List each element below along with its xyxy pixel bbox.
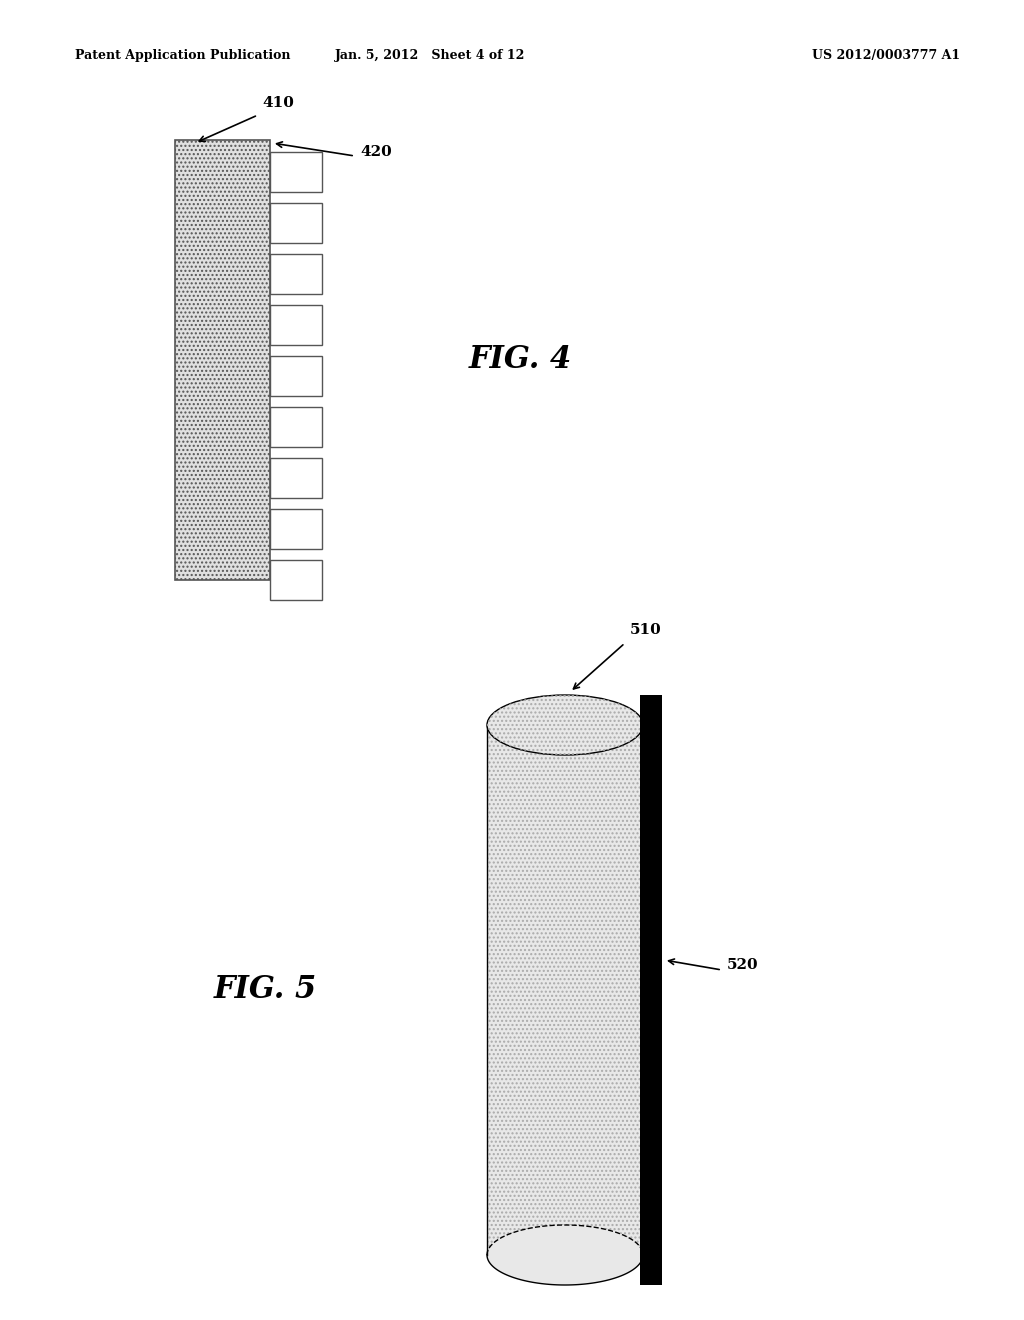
Bar bbox=[640, 696, 662, 1284]
Bar bbox=[270, 203, 322, 243]
Text: 410: 410 bbox=[262, 96, 294, 110]
Text: Patent Application Publication: Patent Application Publication bbox=[75, 49, 291, 62]
Text: 420: 420 bbox=[360, 145, 392, 158]
Text: FIG. 4: FIG. 4 bbox=[468, 345, 571, 375]
Bar bbox=[487, 725, 643, 1255]
Bar bbox=[270, 560, 322, 601]
Bar bbox=[270, 356, 322, 396]
Bar bbox=[487, 725, 643, 1255]
Bar bbox=[270, 152, 322, 191]
Ellipse shape bbox=[487, 1225, 643, 1284]
Text: 520: 520 bbox=[727, 958, 759, 972]
Bar bbox=[175, 140, 270, 579]
Text: Jan. 5, 2012   Sheet 4 of 12: Jan. 5, 2012 Sheet 4 of 12 bbox=[335, 49, 525, 62]
Bar bbox=[270, 253, 322, 294]
Text: FIG. 5: FIG. 5 bbox=[213, 974, 316, 1006]
Bar bbox=[270, 407, 322, 447]
Ellipse shape bbox=[487, 696, 643, 755]
Text: US 2012/0003777 A1: US 2012/0003777 A1 bbox=[812, 49, 961, 62]
Bar bbox=[270, 305, 322, 345]
Text: 510: 510 bbox=[630, 623, 662, 638]
Bar bbox=[270, 510, 322, 549]
Bar bbox=[270, 458, 322, 498]
